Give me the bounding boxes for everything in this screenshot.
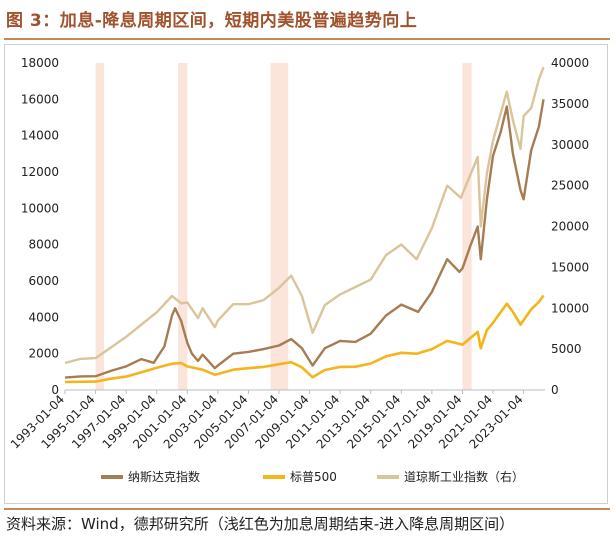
line-chart: 0 2000 4000 6000 8000 10000 12000 14000 16000 180… — [8, 56, 589, 484]
source-divider — [4, 508, 610, 510]
y-left-tick-7: 14000 — [21, 129, 59, 143]
y-left-tick-8: 16000 — [21, 92, 59, 106]
legend-label-1: 标普500 — [290, 470, 337, 484]
y-right-tick-0: 0 — [551, 383, 559, 397]
legend-label-2: 道琼斯工业指数（右） — [404, 469, 524, 484]
series-line-2 — [64, 66, 545, 365]
y-right-tick-7: 35000 — [551, 97, 589, 111]
shaded-period-0 — [95, 63, 104, 390]
source-note: 资料来源：Wind，德邦研究所（浅红色为加息周期结束-进入降息周期区间） — [6, 515, 515, 533]
y-right-tick-8: 40000 — [551, 56, 589, 70]
shaded-period-3 — [462, 63, 472, 390]
y-left-tick-6: 12000 — [21, 165, 59, 179]
legend-label-0: 纳斯达克指数 — [128, 469, 200, 484]
y-right-tick-4: 20000 — [551, 220, 589, 234]
y-left-tick-2: 4000 — [28, 310, 59, 324]
y-right-tick-1: 5000 — [551, 342, 582, 356]
y-left-tick-0: 0 — [51, 383, 59, 397]
y-right-tick-6: 30000 — [551, 138, 589, 152]
title-divider — [4, 38, 610, 40]
y-right-tick-2: 10000 — [551, 301, 589, 315]
y-left-tick-4: 8000 — [28, 238, 59, 252]
y-left-tick-9: 18000 — [21, 56, 59, 70]
y-left-tick-5: 10000 — [21, 201, 59, 215]
y-right-tick-3: 15000 — [551, 260, 589, 274]
y-left-tick-3: 6000 — [28, 274, 59, 288]
shaded-period-1 — [178, 63, 188, 390]
chart-frame: 0 2000 4000 6000 8000 10000 12000 14000 16000 180… — [4, 44, 608, 504]
shaded-period-2 — [270, 63, 289, 390]
y-left-tick-1: 2000 — [28, 347, 59, 361]
series-line-1 — [64, 294, 545, 384]
series-line-0 — [64, 99, 545, 379]
y-right-tick-5: 25000 — [551, 179, 589, 193]
figure-title: 图 3：加息-降息周期区间，短期内美股普遍趋势向上 — [6, 11, 418, 31]
